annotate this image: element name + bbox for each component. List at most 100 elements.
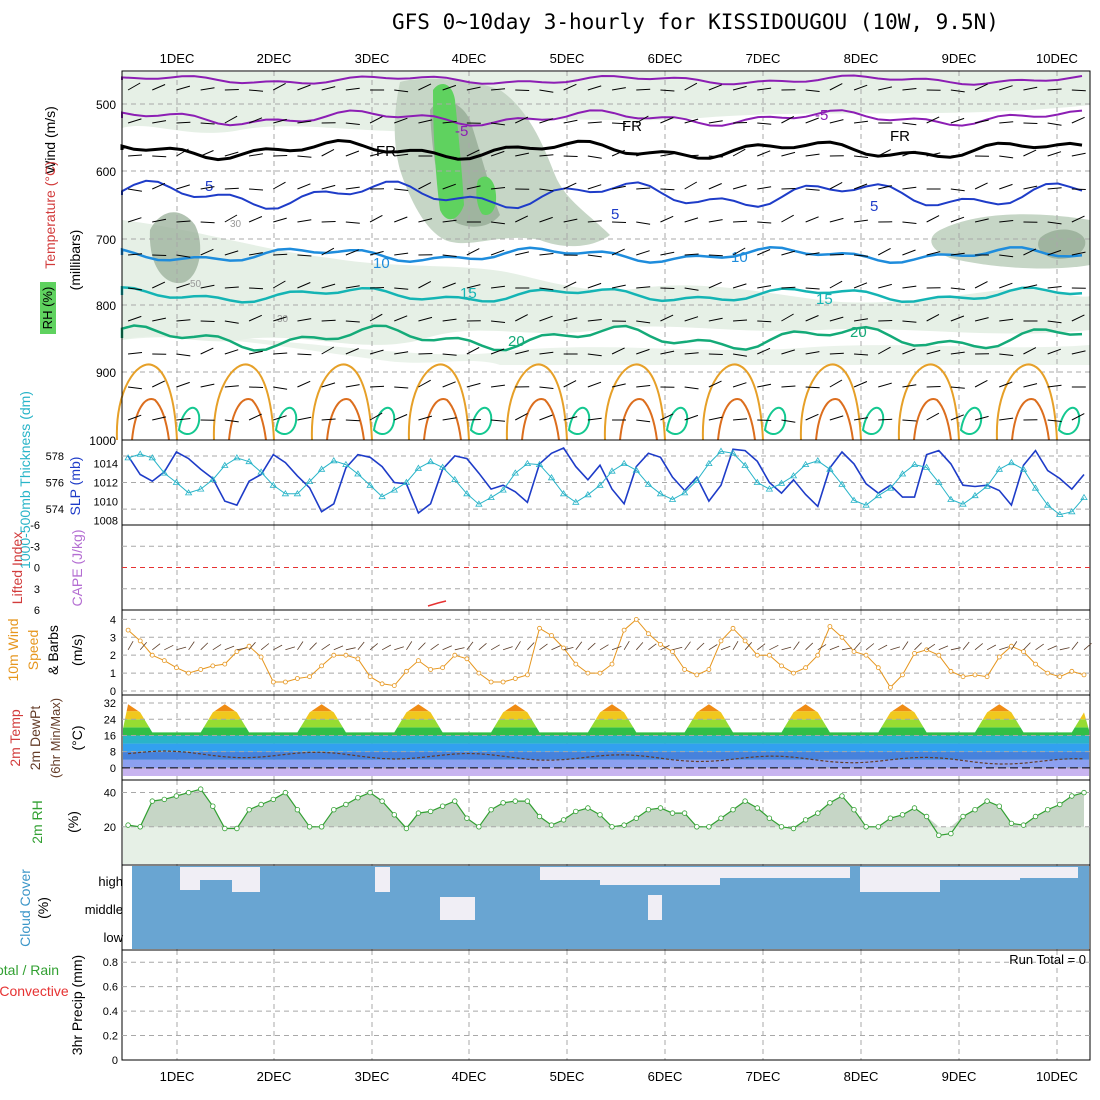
wind-barb bbox=[176, 283, 190, 289]
x-day-label-top: 7DEC bbox=[746, 51, 781, 66]
ylabel-millibars: (millibars) bbox=[67, 230, 83, 291]
rh2m-point bbox=[585, 805, 591, 811]
wind10-barb bbox=[660, 645, 670, 651]
wind10-point bbox=[137, 638, 143, 644]
wind-barb bbox=[611, 248, 625, 256]
y-tick-wind10: 0 bbox=[110, 686, 116, 698]
wind-barb bbox=[491, 419, 506, 422]
wind10-barb bbox=[236, 647, 247, 651]
wind-barb bbox=[999, 155, 1014, 159]
slp-point bbox=[995, 465, 1004, 472]
wind-barb bbox=[926, 349, 941, 355]
y-tick-cape: 3 bbox=[34, 584, 40, 596]
wind-barb bbox=[611, 347, 625, 355]
wind-barb bbox=[490, 249, 505, 256]
wind-barb bbox=[974, 182, 988, 190]
wind-barb bbox=[466, 346, 480, 355]
wind-barb bbox=[1047, 286, 1062, 289]
wind-barb bbox=[636, 187, 651, 190]
x-day-label-bottom: 4DEC bbox=[452, 1069, 487, 1084]
wind10-point bbox=[355, 656, 361, 662]
wind-barb bbox=[563, 218, 578, 223]
wind-barb bbox=[587, 184, 602, 190]
wind-barb bbox=[805, 117, 819, 124]
wind-barb bbox=[345, 348, 359, 355]
rh2m-point bbox=[669, 810, 676, 816]
wind-barb bbox=[732, 283, 747, 289]
rh2m-point bbox=[536, 813, 543, 820]
y-tick-thickness: 574 bbox=[46, 504, 64, 516]
wind10-point bbox=[1069, 668, 1075, 674]
contour-label: FR bbox=[376, 143, 396, 160]
wind-barb bbox=[200, 87, 215, 91]
wind-barb bbox=[1023, 185, 1038, 190]
slp-point bbox=[886, 484, 895, 491]
wind10-point bbox=[646, 631, 651, 637]
rh2m-point bbox=[972, 807, 978, 813]
wind-barb bbox=[853, 219, 868, 223]
wind10-barb bbox=[321, 643, 331, 651]
wind-barb bbox=[587, 353, 602, 357]
rh2m-point bbox=[1008, 820, 1015, 827]
rh2m-point bbox=[778, 824, 785, 830]
wind-barb bbox=[974, 119, 989, 124]
rh2m-point bbox=[548, 822, 555, 828]
wind-barb bbox=[273, 352, 288, 355]
wind-barb bbox=[757, 186, 772, 190]
wind-barb bbox=[321, 86, 336, 91]
contour-label: 5 bbox=[205, 178, 213, 195]
slp-point bbox=[1007, 458, 1016, 466]
wind-barb bbox=[878, 418, 893, 421]
x-day-label-top: 6DEC bbox=[648, 51, 683, 66]
contour-warm-loop-green bbox=[1057, 406, 1081, 435]
wind-barb bbox=[176, 85, 191, 91]
wind-barb bbox=[902, 150, 916, 157]
wind-barb bbox=[829, 379, 843, 388]
cloud-level-label: low bbox=[103, 930, 123, 945]
wind-barb bbox=[418, 119, 433, 124]
wind-barb bbox=[757, 285, 772, 289]
contour-temp-minus5 bbox=[121, 109, 1083, 127]
wind-barb bbox=[1047, 221, 1062, 225]
wind-barb bbox=[466, 185, 481, 190]
wind-barb bbox=[805, 153, 820, 157]
wind-barb bbox=[636, 385, 651, 388]
wind-barb bbox=[587, 85, 602, 91]
wind-barb bbox=[636, 320, 651, 324]
wind-barb bbox=[224, 187, 239, 190]
wind-barb bbox=[611, 185, 626, 190]
wind10-barb bbox=[127, 640, 134, 651]
cloud-cover-gap bbox=[648, 895, 662, 920]
wind-barb bbox=[878, 86, 893, 91]
wind10-barb bbox=[394, 646, 404, 651]
wind-barb bbox=[249, 89, 264, 92]
wind-barb bbox=[563, 317, 578, 322]
wind-barb bbox=[708, 416, 723, 421]
contour-warm-loop-green bbox=[469, 406, 493, 435]
wind-barb bbox=[563, 83, 577, 91]
wind10-barb bbox=[430, 643, 439, 651]
x-day-label-top: 8DEC bbox=[844, 51, 879, 66]
slp-point bbox=[741, 461, 749, 468]
slp-point bbox=[281, 490, 290, 497]
wind10-barb bbox=[769, 644, 779, 651]
wind-barb bbox=[563, 182, 577, 190]
wind-barb bbox=[321, 319, 336, 322]
contour-warm-loop-green bbox=[274, 406, 298, 435]
wind-barb bbox=[442, 282, 456, 289]
wind-barb bbox=[442, 318, 457, 322]
wind-barb bbox=[587, 121, 602, 124]
rh2m-point bbox=[657, 805, 664, 811]
wind-barb bbox=[563, 416, 578, 421]
wind-barb bbox=[176, 418, 191, 421]
slp-point bbox=[160, 469, 169, 476]
contour-label: FR bbox=[890, 128, 910, 145]
wind10-barb bbox=[381, 644, 392, 651]
y-tick-temp2m: 8 bbox=[110, 747, 116, 759]
wind-barb bbox=[781, 313, 794, 322]
wind-barb bbox=[926, 386, 941, 388]
wind10-point bbox=[912, 651, 917, 656]
wind-barb bbox=[999, 318, 1014, 322]
temp-band bbox=[123, 704, 1089, 712]
wind10-barb bbox=[418, 642, 426, 651]
